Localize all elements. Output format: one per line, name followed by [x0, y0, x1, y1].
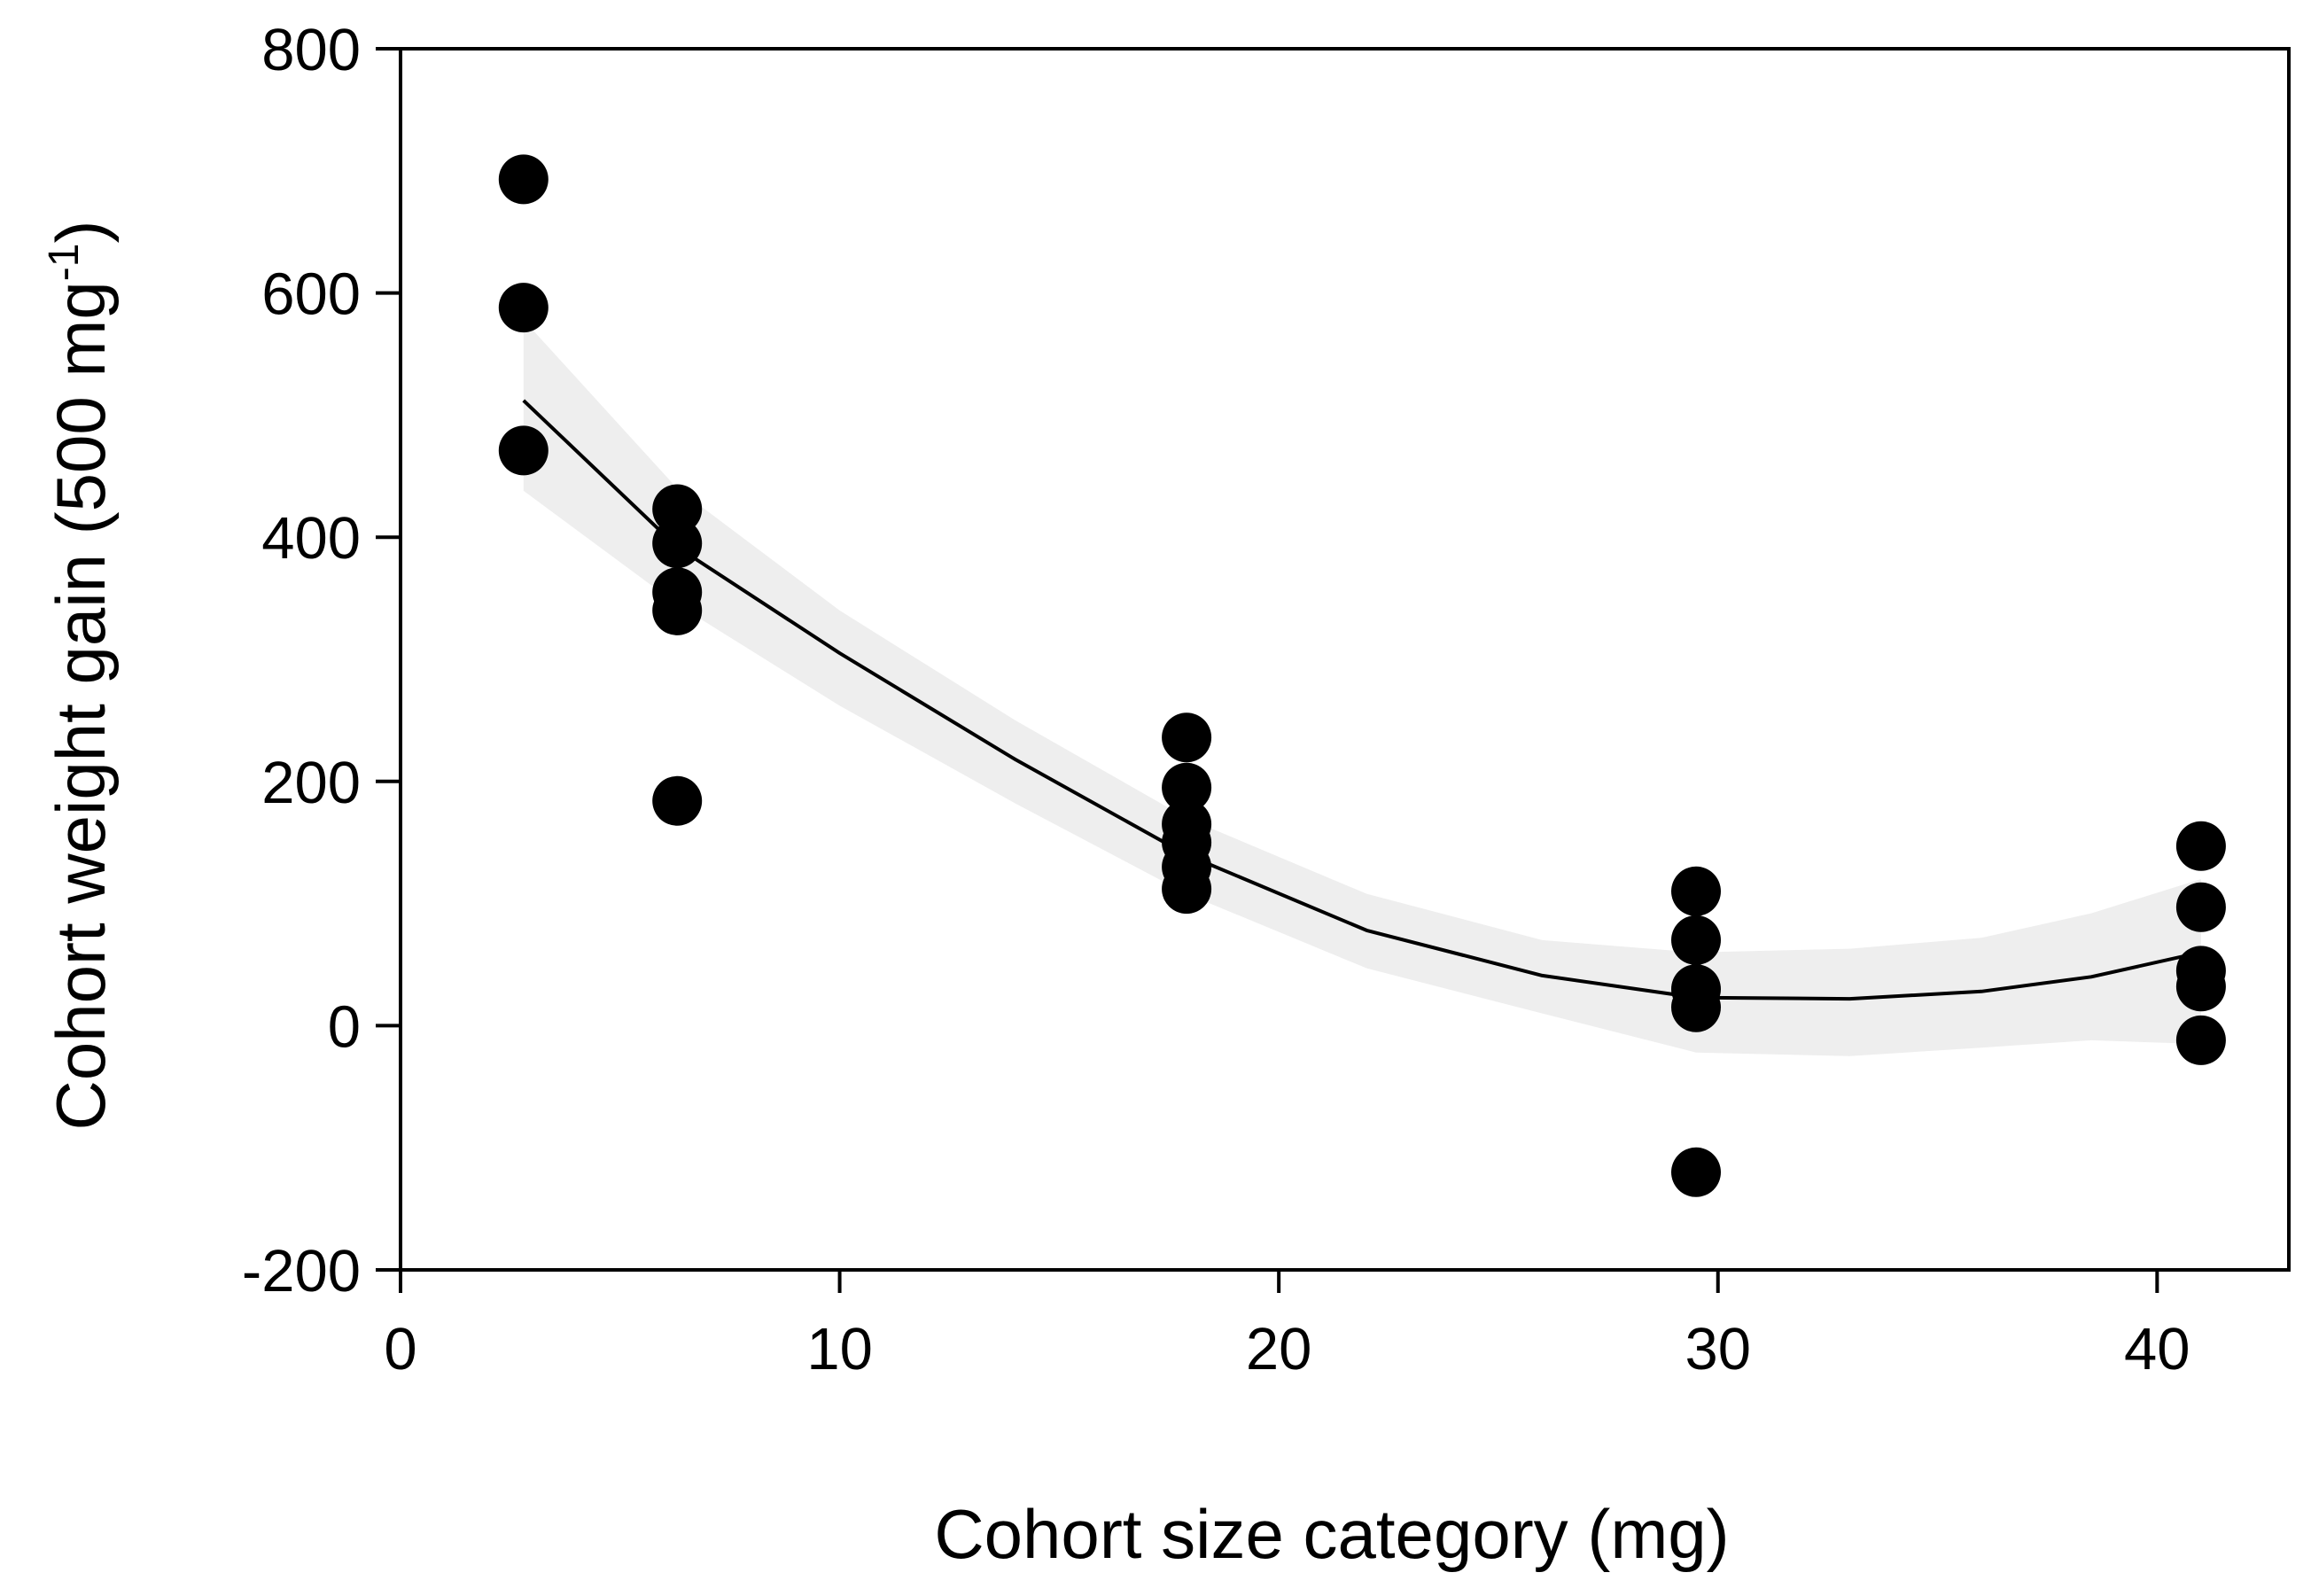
y-tick-label: 800	[261, 17, 361, 83]
data-point	[652, 585, 703, 635]
x-tick-label: 10	[806, 1316, 873, 1382]
data-point	[652, 775, 703, 826]
x-tick-label: 0	[384, 1316, 416, 1382]
data-point	[1162, 712, 1212, 763]
confidence-band	[523, 319, 2201, 1056]
y-axis-title-close: )	[42, 221, 120, 244]
fit-line	[522, 399, 2202, 1001]
data-point	[498, 154, 549, 205]
tick-layer: 0 10 20 30 40 -200 0 200 400 600 800	[242, 17, 2190, 1382]
data-point	[2175, 882, 2226, 932]
y-tick-label: 600	[261, 261, 361, 328]
data-point	[652, 518, 703, 569]
plot-frame-layer	[399, 47, 2291, 1272]
data-point	[1671, 866, 1721, 916]
y-axis-title-main: Cohort weight gain (500 mg	[42, 281, 120, 1130]
fit-line-layer	[522, 399, 2202, 1001]
x-axis-title: Cohort size category (mg)	[934, 1495, 1729, 1573]
y-tick-label: -200	[242, 1238, 361, 1304]
data-point	[498, 425, 549, 476]
data-point	[2175, 961, 2226, 1012]
data-point	[2175, 821, 2226, 871]
y-tick-label: 200	[261, 750, 361, 816]
y-tick-label: 400	[261, 505, 361, 572]
data-point-layer	[498, 154, 2226, 1197]
data-point	[2175, 1015, 2226, 1065]
confidence-band-layer	[523, 319, 2201, 1056]
x-tick-label: 40	[2124, 1316, 2190, 1382]
data-point	[1162, 864, 1212, 915]
data-point	[652, 484, 703, 534]
y-tick-label: 0	[328, 993, 361, 1060]
y-axis-title: Cohort weight gain (500 mg-1)	[41, 221, 120, 1131]
data-point	[1162, 762, 1212, 813]
data-point	[498, 283, 549, 333]
y-axis-title-superscript: -1	[41, 244, 88, 282]
plot-frame	[399, 47, 2291, 1272]
x-tick-label: 20	[1246, 1316, 1312, 1382]
x-tick-label: 30	[1685, 1316, 1751, 1382]
data-point	[1671, 982, 1721, 1032]
data-point	[1671, 915, 1721, 965]
data-point	[1671, 1147, 1721, 1197]
